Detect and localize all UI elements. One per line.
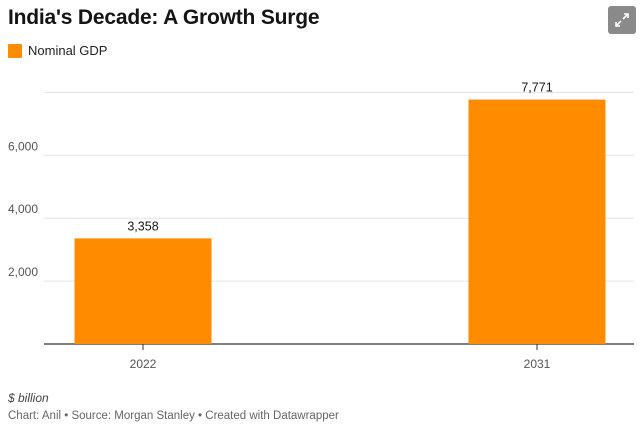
x-tick-label: 2031	[524, 357, 551, 371]
source-credit: Chart: Anil • Source: Morgan Stanley • C…	[8, 410, 339, 422]
data-label: 7,771	[521, 81, 552, 95]
bars	[74, 99, 606, 344]
y-tick-label: 4,000	[8, 202, 38, 216]
expand-arrows-icon	[615, 13, 629, 27]
chart-title: India's Decade: A Growth Surge	[8, 6, 320, 29]
y-tick-label: 2,000	[8, 265, 38, 279]
labels: 2,000 4,000 6,000 3,358 2022 7,771 2031	[8, 81, 553, 371]
y-tick-label: 6,000	[8, 139, 38, 153]
data-label: 3,358	[127, 219, 158, 233]
bar-2022	[74, 238, 212, 344]
legend-label: Nominal GDP	[28, 43, 108, 58]
x-tick-label: 2022	[130, 357, 157, 371]
unit-note: $ billion	[8, 391, 49, 405]
expand-button[interactable]	[608, 6, 636, 34]
bar-2031	[468, 99, 606, 344]
legend-swatch	[8, 43, 22, 58]
legend: Nominal GDP	[8, 43, 107, 58]
